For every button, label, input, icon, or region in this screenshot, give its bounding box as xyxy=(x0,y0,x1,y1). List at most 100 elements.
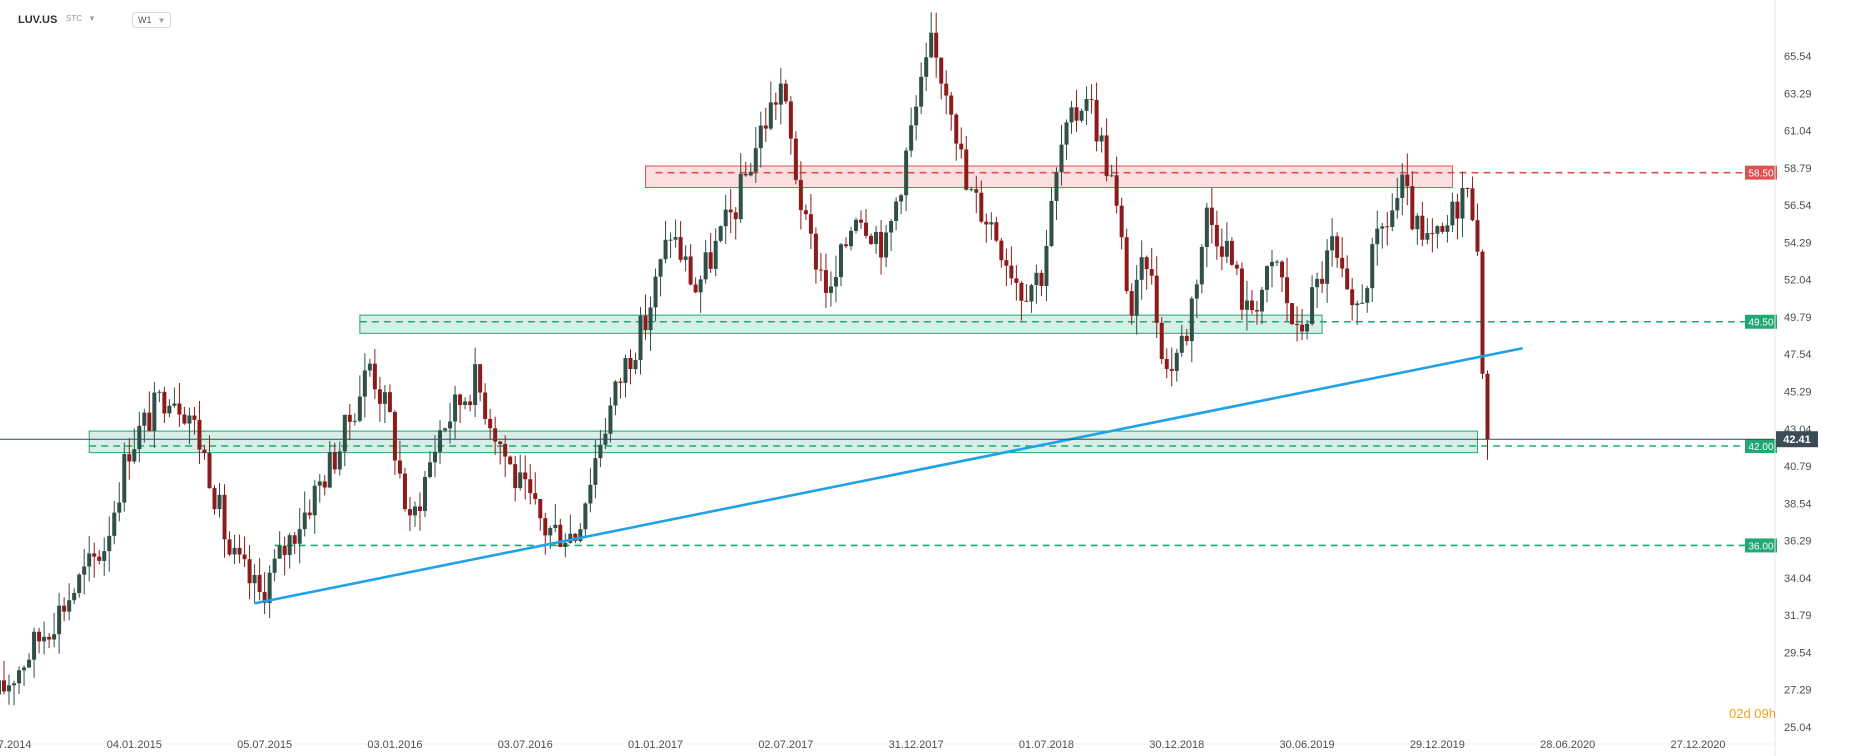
candle-up xyxy=(42,621,47,655)
candle-body xyxy=(1335,236,1340,258)
candle-body xyxy=(1094,99,1099,142)
candle-down xyxy=(1114,156,1119,214)
candle-down xyxy=(513,455,518,502)
candle-down xyxy=(528,464,533,505)
support-resistance-zone xyxy=(645,165,1453,189)
candle-body xyxy=(904,150,909,196)
candle-up xyxy=(909,107,914,158)
candle-body xyxy=(733,212,738,220)
candle-body xyxy=(1104,135,1109,177)
candle-body xyxy=(37,631,42,642)
candle-down xyxy=(207,435,212,489)
candle-down xyxy=(1465,187,1470,198)
candle-down xyxy=(763,107,768,142)
candle-body xyxy=(999,240,1004,261)
candle-body xyxy=(503,444,508,457)
candle-up xyxy=(342,414,347,467)
candle-body xyxy=(1345,268,1350,290)
candle-down xyxy=(1024,284,1029,302)
candle-body xyxy=(493,428,498,442)
candle-up xyxy=(924,42,929,91)
candle-body xyxy=(543,518,548,536)
chart-toolbar: LUV.US STC ▼ W1 ▼ xyxy=(0,0,1866,40)
candle-up xyxy=(899,193,904,215)
level-label: 42.00 xyxy=(1748,442,1773,453)
candle-body xyxy=(1194,284,1199,299)
candle-up xyxy=(22,665,27,686)
candle-up xyxy=(1315,272,1320,309)
axis-layer: 65.54 63.29 61.04 58.79 56.54 54.29 52.04 49.79… xyxy=(0,0,1812,756)
candle-up xyxy=(252,564,257,604)
candle-up xyxy=(27,653,32,669)
candle-up xyxy=(453,385,458,440)
candle-down xyxy=(493,416,498,455)
candle-body xyxy=(352,420,357,422)
candle-down xyxy=(417,492,422,531)
candle-body xyxy=(909,125,914,151)
candle-body xyxy=(332,452,337,470)
candle-down xyxy=(994,216,999,243)
candle-up xyxy=(167,399,172,418)
symbol-label: LUV.US xyxy=(18,14,58,26)
candle-down xyxy=(1219,228,1224,271)
candle-up xyxy=(77,572,82,598)
candle-up xyxy=(904,147,909,212)
candle-body xyxy=(1049,200,1054,246)
candle-body xyxy=(102,551,107,561)
candle-body xyxy=(242,554,247,560)
candle-body xyxy=(1239,268,1244,310)
candle-down xyxy=(1144,255,1149,290)
candle-up xyxy=(608,397,613,443)
candle-body xyxy=(362,370,367,397)
candle-body xyxy=(954,114,959,144)
candle-down xyxy=(1254,300,1259,325)
candle-body xyxy=(1114,175,1119,206)
candle-body xyxy=(112,512,117,536)
candle-body xyxy=(798,179,803,211)
candle-up xyxy=(748,162,753,177)
candle-up xyxy=(1244,280,1249,331)
candle-body xyxy=(773,102,778,105)
y-tick-label: 29.54 xyxy=(1784,647,1812,659)
candle-body xyxy=(563,542,568,547)
candle-down xyxy=(1234,261,1239,275)
y-tick-label: 63.29 xyxy=(1784,88,1812,100)
interval-dropdown[interactable]: W1 ▼ xyxy=(132,12,172,28)
candle-down xyxy=(468,394,473,412)
candle-down xyxy=(618,377,623,399)
price-type-dropdown[interactable]: STC ▼ xyxy=(66,14,96,23)
candle-body xyxy=(1365,288,1370,303)
candle-body xyxy=(52,634,57,640)
candle-body xyxy=(322,481,327,488)
candle-down xyxy=(818,253,823,282)
candle-up xyxy=(778,68,783,125)
candle-up xyxy=(854,217,859,234)
candle-down xyxy=(1350,277,1355,321)
candle-body xyxy=(227,539,232,555)
candle-down xyxy=(1470,176,1475,222)
candle-body xyxy=(1485,373,1490,440)
candle-up xyxy=(1310,275,1315,326)
candle-down xyxy=(508,455,513,466)
candle-body xyxy=(1174,352,1179,371)
candle-down xyxy=(538,498,543,531)
candle-up xyxy=(989,212,994,240)
candle-down xyxy=(1004,248,1009,287)
candle-body xyxy=(192,415,197,420)
candle-down xyxy=(402,467,407,512)
candle-down xyxy=(1300,308,1305,341)
candle-down xyxy=(823,253,828,309)
candle-up xyxy=(317,474,322,503)
candle-body xyxy=(1179,335,1184,353)
candle-body xyxy=(1234,264,1239,269)
candle-up xyxy=(1134,265,1139,335)
candle-body xyxy=(1315,278,1320,288)
candle-down xyxy=(332,442,337,474)
candle-body xyxy=(864,222,869,236)
candle-down xyxy=(1149,248,1154,285)
candle-body xyxy=(678,237,683,260)
candle-up xyxy=(1049,187,1054,247)
candle-down xyxy=(1475,203,1480,256)
candle-up xyxy=(302,491,307,537)
